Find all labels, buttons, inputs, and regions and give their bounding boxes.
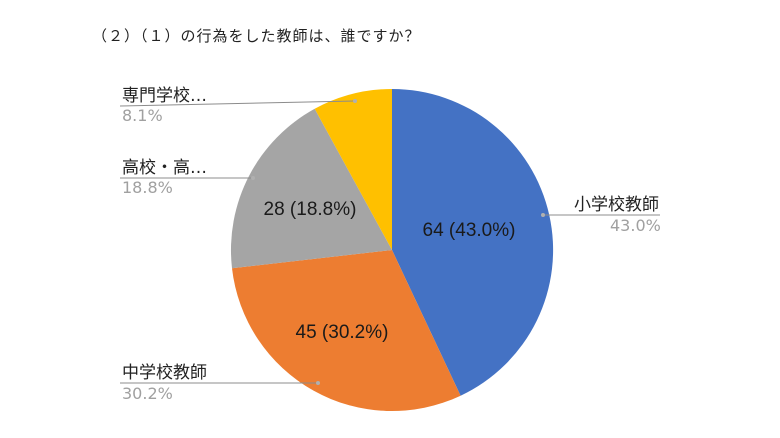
- callout-label-junior-high: 中学校教師: [122, 363, 207, 383]
- callout-label-elementary: 小学校教師: [574, 195, 659, 215]
- data-label-junior-high: 45 (30.2%): [296, 322, 389, 343]
- callout-pct-junior-high: 30.2%: [122, 384, 173, 403]
- slice-junior-high: [232, 250, 461, 412]
- callout-pct-high-school: 18.8%: [122, 178, 173, 197]
- data-label-elementary: 64 (43.0%): [423, 220, 516, 241]
- slice-vocational: [314, 89, 392, 250]
- leader-lines: [119, 100, 660, 384]
- callout-pct-elementary: 43.0%: [610, 216, 661, 235]
- data-label-high-school: 28 (18.8%): [264, 199, 357, 220]
- slice-high-school: [230, 108, 392, 269]
- chart-title: （２）（１）の行為をした教師は、誰ですか？: [92, 27, 421, 45]
- slice-elementary: [392, 88, 554, 396]
- callout-pct-vocational: 8.1%: [122, 106, 163, 125]
- callout-label-high-school: 高校・高…: [122, 158, 207, 178]
- callout-label-vocational: 専門学校…: [122, 86, 207, 106]
